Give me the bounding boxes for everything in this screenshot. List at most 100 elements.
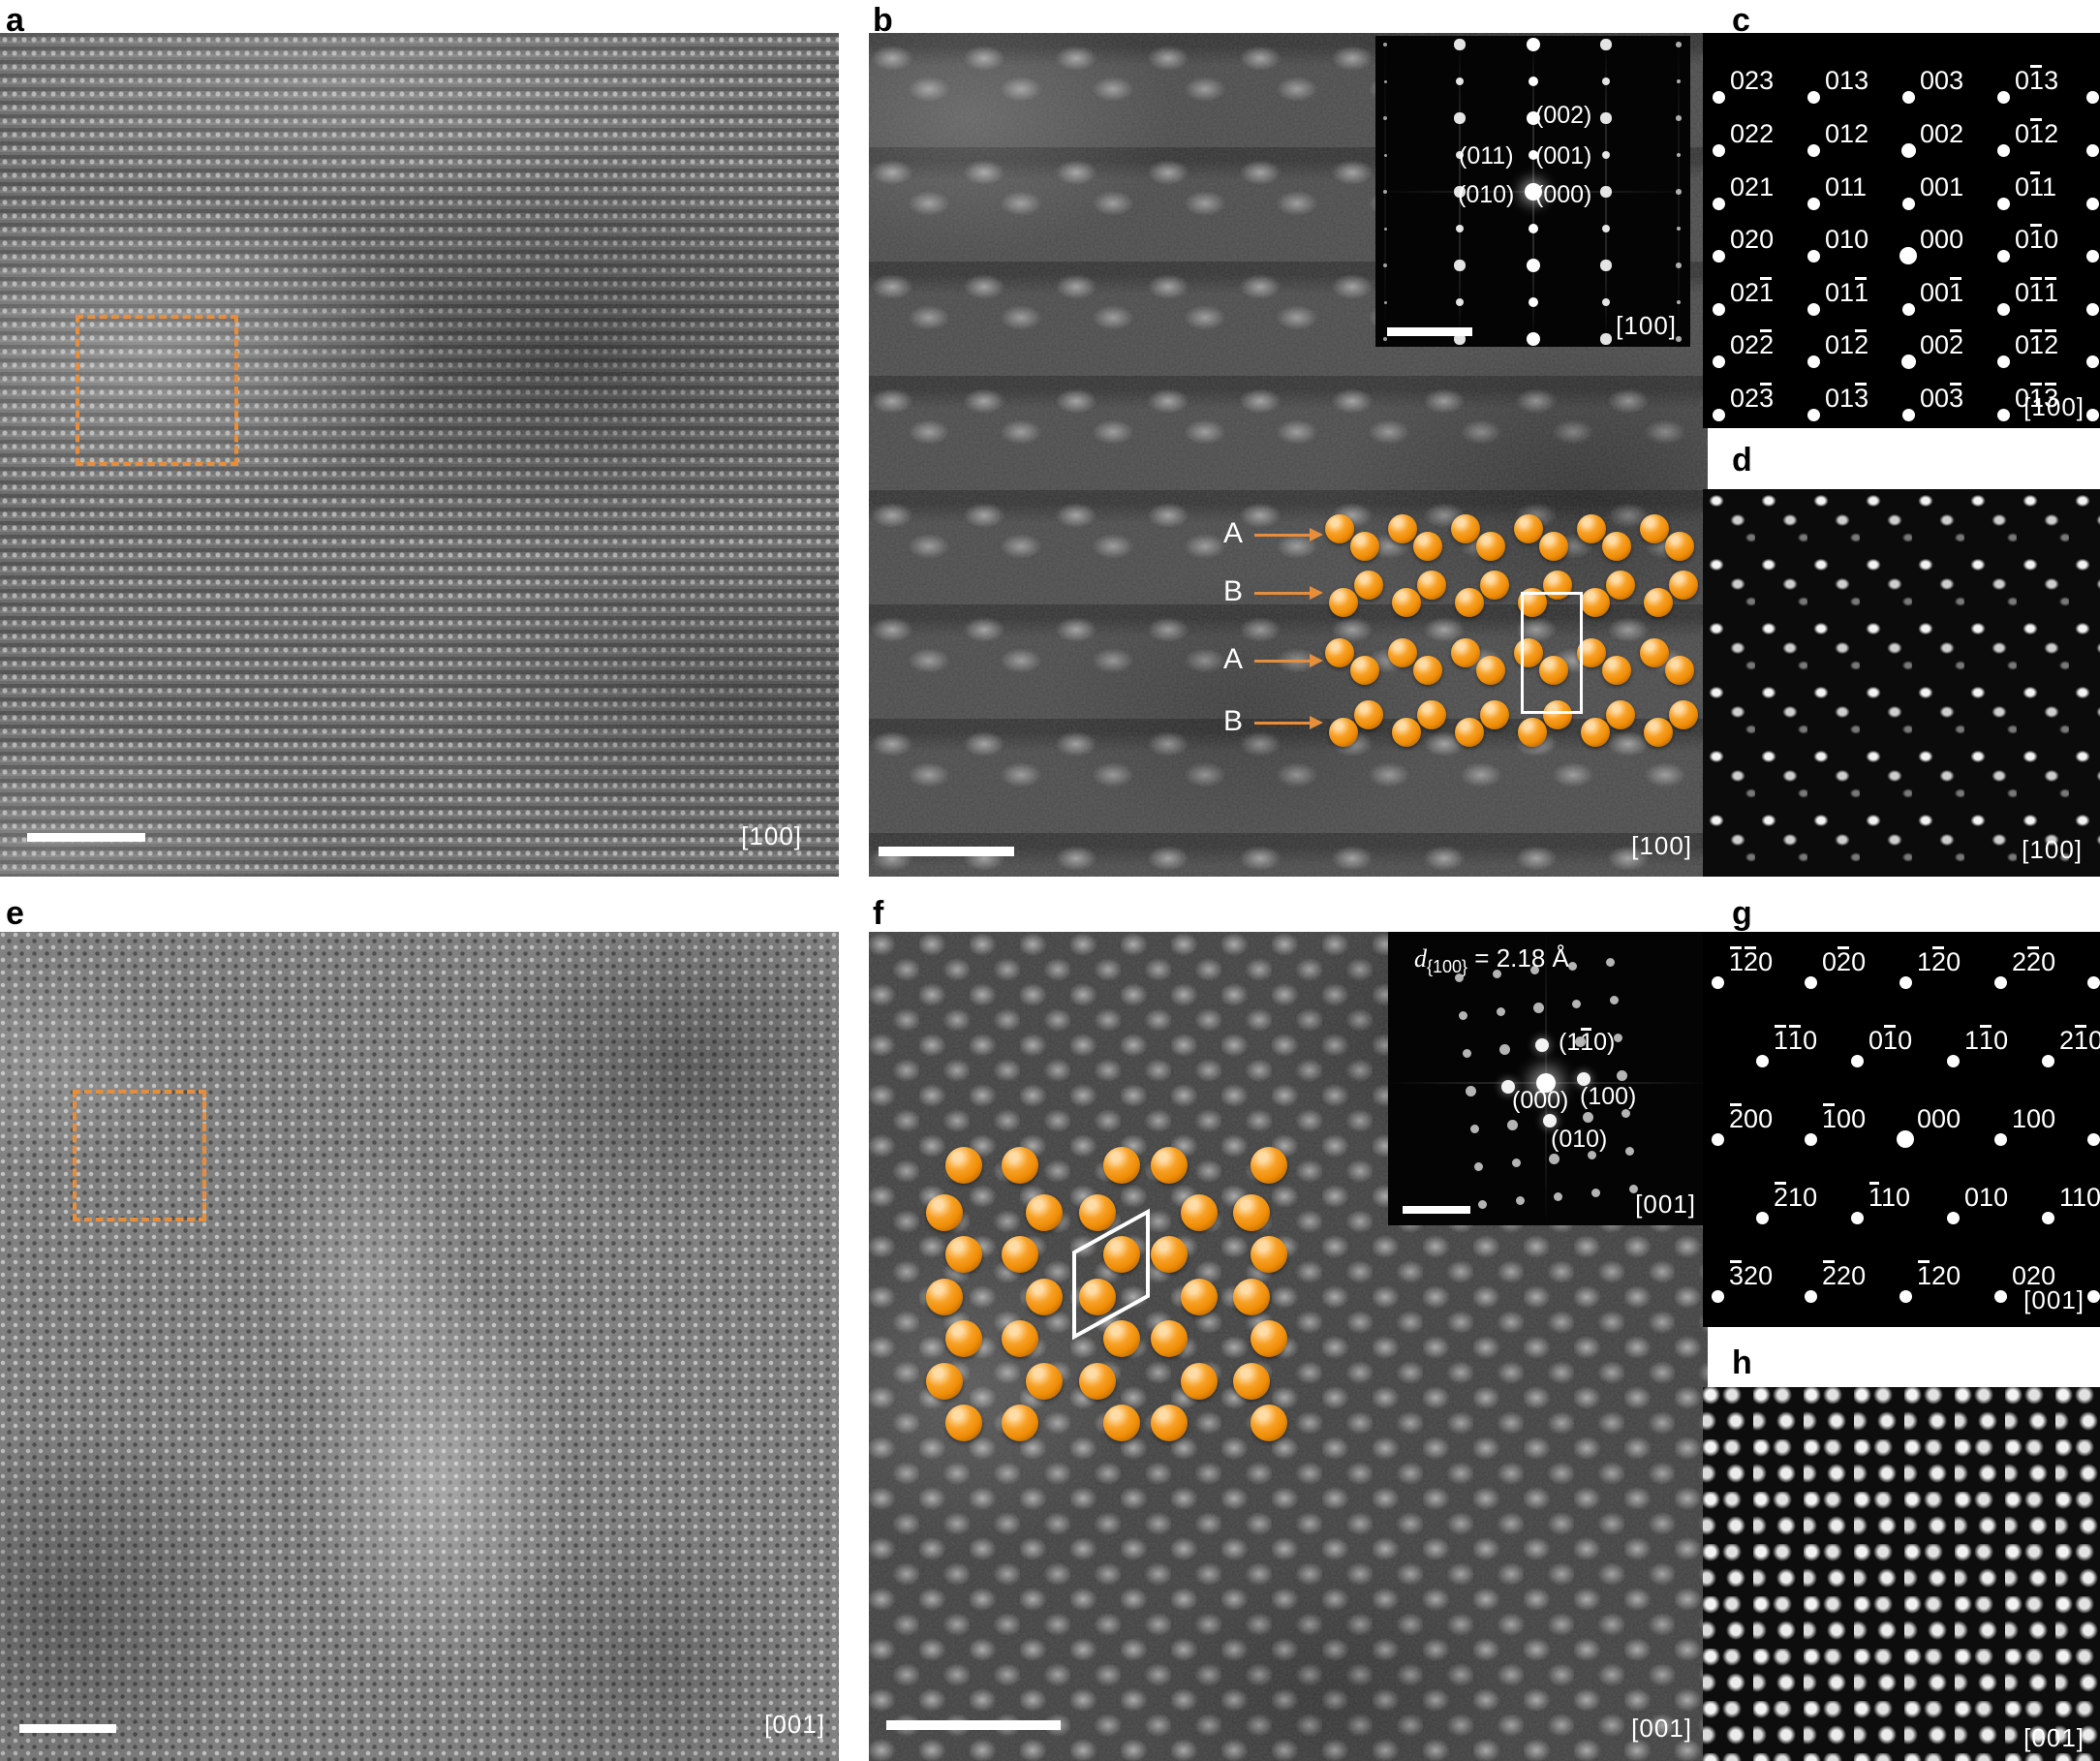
diffraction-spot-index: 011 [1825,172,1868,201]
diffraction-spot-index: 022 [1730,119,1775,148]
diffraction-spot-index: 001 [1920,278,1964,307]
fft-spot [1501,1080,1515,1094]
diffraction-spot [1712,143,1725,157]
stacking-sequence-label: B [1223,575,1244,607]
panel-c-diffraction-schematic: [100] 023 013 003 013 022 012 002 012 021 011 001 0… [1703,33,2100,428]
stacking-sequence-label: A [1223,517,1244,549]
panel-letter-c: c [1732,2,1750,39]
diffraction-spot-index: 002 [1920,330,1964,359]
fft-spot [1624,1146,1634,1156]
row-pointer-arrow [1254,716,1323,729]
fft-spot [1677,300,1681,304]
atom-marker [1002,1236,1038,1273]
diffraction-spot-index: 010 [1868,1026,1913,1055]
diffraction-spot [1712,302,1725,316]
atom-marker [1325,638,1354,667]
panel-letter-f: f [873,895,884,932]
diffraction-spot-index: 011 [1825,278,1869,307]
atom-marker [1388,638,1417,667]
panel-letter-a: a [6,2,24,39]
diffraction-spot-index: 210 [2059,1026,2100,1055]
fft-spot [1543,1114,1557,1128]
atom-marker [1103,1405,1140,1441]
fft-spot [1529,224,1538,233]
fft-spot [1454,186,1466,198]
diffraction-spot [2086,409,2099,421]
atom-marker [1079,1363,1116,1400]
atom-marker [1392,588,1421,617]
diffraction-spot [1996,302,2010,316]
fft-inset: d{100} = 2.18 Å [001] (110) (000) (100) (01… [1388,932,1708,1225]
diffraction-spot [1755,1054,1769,1067]
panel-letter-h: h [1732,1344,1752,1381]
diffraction-spot-index: 013 [2015,66,2059,95]
fft-spot [1628,1184,1638,1193]
diffraction-spot [1807,143,1820,157]
fft-spot [1529,965,1539,974]
atom-marker [1354,700,1383,729]
atom-marker [1581,588,1610,617]
diffraction-spot-index: 120 [1729,947,1774,976]
atom-marker [1181,1279,1218,1315]
fft-spot [1456,151,1464,159]
diffraction-spot-index: 013 [1825,66,1869,95]
fft-spot [1498,1043,1510,1055]
diffraction-spot [1901,302,1915,316]
diffraction-spot [2086,91,2099,104]
diffraction-spot-index: 010 [2015,225,2059,254]
zone-axis-label: [001] [764,1710,825,1739]
diffraction-spot-index: 011 [2015,278,2059,307]
row-pointer-arrow [1254,528,1323,541]
atom-marker [1669,700,1698,729]
diffraction-spot-index: 022 [1730,330,1775,359]
diffraction-spot-index: 012 [2015,119,2059,148]
fft-spot [1602,77,1610,85]
atom-marker [945,1405,982,1441]
atom-marker [1233,1363,1270,1400]
atom-marker [1476,656,1505,685]
fft-spot [1676,189,1682,195]
atom-marker [1251,1236,1287,1273]
diffraction-spot-index: 003 [1920,384,1964,413]
roi-dashed-box [73,1090,206,1221]
fft-spot-index: (002) [1535,102,1592,129]
fft-spot [1382,263,1388,268]
diffraction-spot [1755,1211,1769,1224]
fft-spot-index: (001) [1535,142,1592,170]
diffraction-spot-index: 013 [1825,384,1869,413]
atom-marker [1026,1363,1063,1400]
fft-spot [1383,153,1387,157]
fft-spot [1458,1010,1467,1020]
diffraction-spot-index: 012 [1825,330,1869,359]
atom-marker [1606,571,1635,600]
zone-axis-label: [100] [1631,831,1692,860]
diffraction-spot-index: 110 [1774,1026,1818,1055]
diffraction-spot [1900,354,1916,369]
diffraction-spot [1711,975,1724,989]
diffraction-spot [1850,1211,1864,1224]
diffraction-spot [2086,303,2099,316]
diffraction-spot [2086,250,2099,263]
atom-marker [1543,571,1572,600]
diffraction-spot [1899,247,1917,264]
fft-spot [1621,1108,1630,1118]
scale-bar [886,1720,1061,1730]
atom-marker [945,1236,982,1273]
atom-marker [1417,571,1446,600]
diffraction-spot [1804,1132,1817,1146]
fft-spot-index: (010) [1551,1126,1608,1153]
fft-spot [1529,77,1538,86]
diffraction-spot-index: 012 [2015,330,2059,359]
diffraction-spot-index: 120 [1917,1261,1961,1290]
atom-marker [1518,718,1547,747]
fft-spot [1677,153,1681,157]
diffraction-spot [1946,1054,1960,1067]
diffraction-spot-index: 110 [1964,1026,2009,1055]
diffraction-spot [2087,976,2100,989]
diffraction-spot [2087,1133,2100,1146]
atom-marker [1417,700,1446,729]
fft-spot [1616,1069,1627,1081]
fft-spot [1602,225,1610,232]
atom-marker [1026,1279,1063,1315]
fft-spot [1454,112,1466,124]
